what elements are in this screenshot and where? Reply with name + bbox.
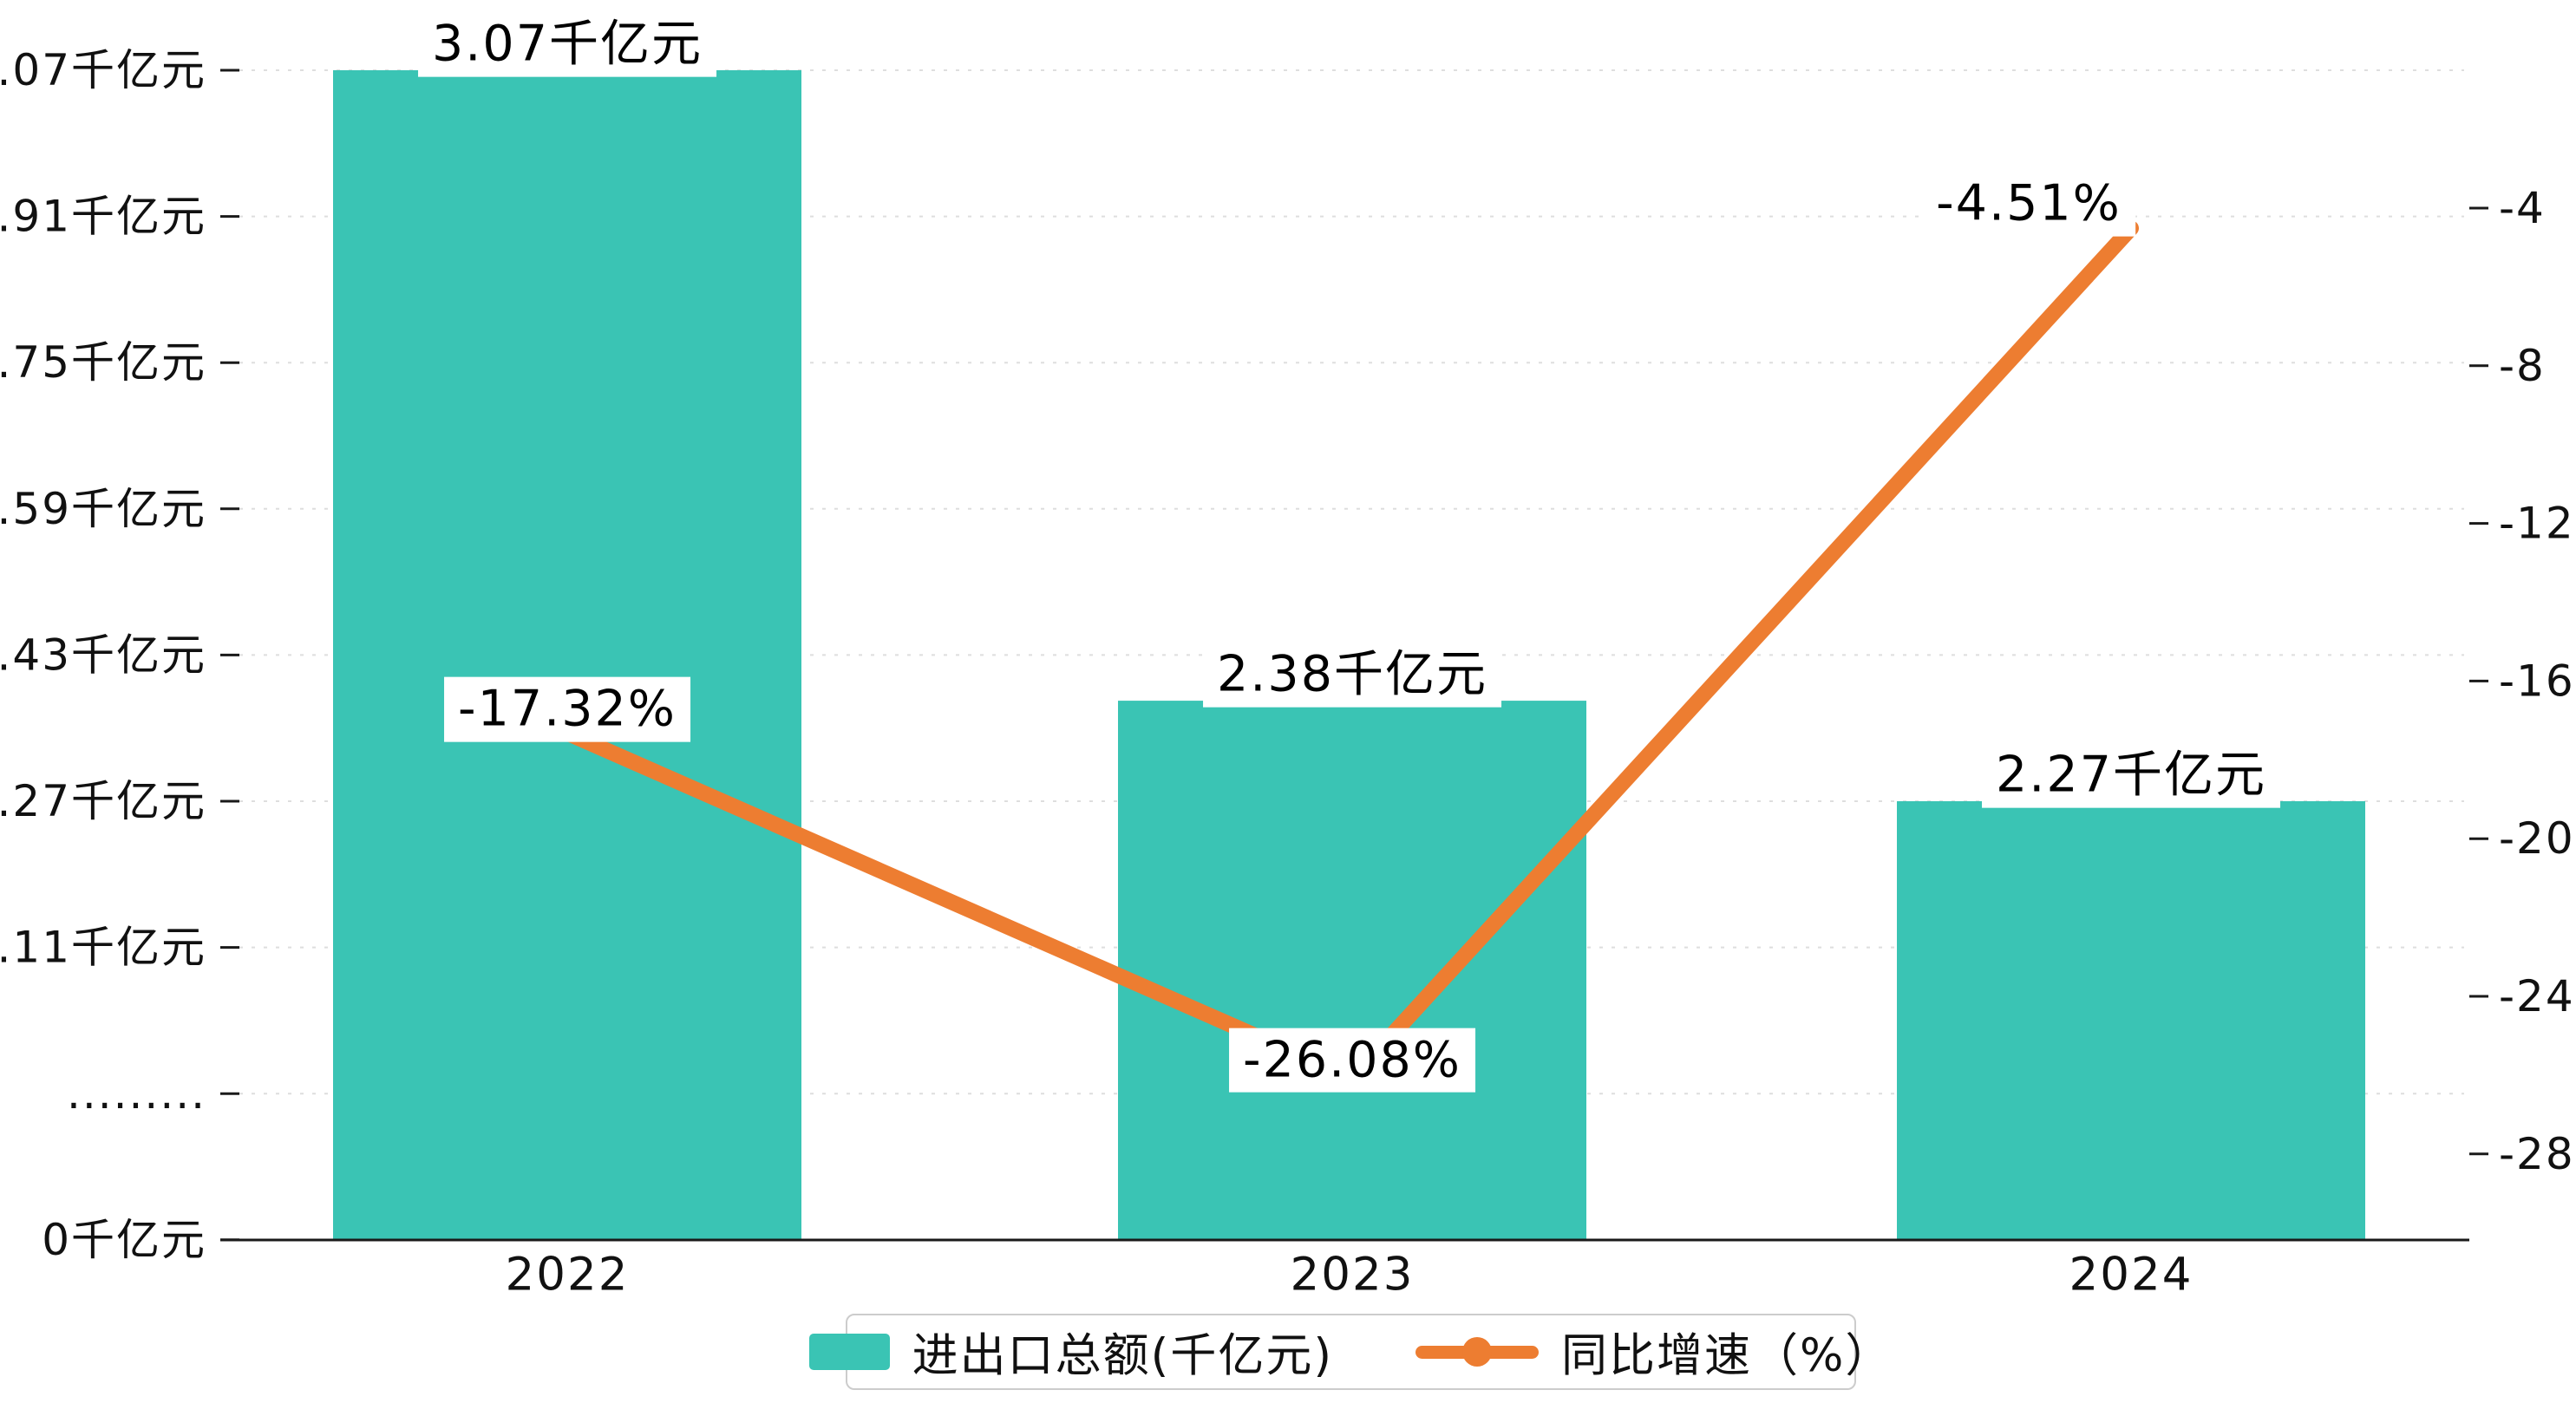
right-axis-tick-label: -24 — [2499, 971, 2575, 1021]
bar-2024 — [1897, 801, 2365, 1240]
line-series-swatch — [1415, 1337, 1539, 1367]
right-axis-tick-label: -16 — [2499, 656, 2575, 706]
legend-item-line: 同比增速（%） — [1415, 1319, 1893, 1385]
left-axis-tick-label: 2.75千亿元 — [0, 337, 206, 388]
left-axis-tick-label: 2.27千亿元 — [0, 776, 206, 826]
left-axis-tick-label: ......... — [67, 1068, 206, 1119]
left-axis-tick-label: 2.11千亿元 — [0, 923, 206, 973]
legend: 进出口总额(千亿元) 同比增速（%） — [808, 1314, 1891, 1390]
right-axis-tick-label: -8 — [2499, 341, 2546, 391]
legend-label-line: 同比增速（%） — [1561, 1329, 1893, 1382]
left-axis-tick-label: 3.07千亿元 — [0, 45, 206, 95]
left-axis-tick-label: 2.43千亿元 — [0, 630, 206, 680]
right-axis-tick-label: -28 — [2499, 1129, 2575, 1179]
right-axis-tick-label: -4 — [2499, 183, 2546, 233]
bar-2023 — [1118, 701, 1586, 1240]
bar-2022 — [333, 70, 801, 1240]
bar-series-swatch — [808, 1334, 890, 1370]
left-axis-tick-label: 0千亿元 — [42, 1215, 206, 1265]
legend-label-bar: 进出口总额(千亿元) — [912, 1329, 1333, 1382]
right-axis-tick-label: -12 — [2499, 499, 2575, 549]
left-axis-tick-label: 2.91千亿元 — [0, 192, 206, 242]
right-axis-tick-label: -20 — [2499, 813, 2575, 864]
legend-item-bar: 进出口总额(千亿元) — [808, 1319, 1333, 1385]
left-axis-tick-label: 2.59千亿元 — [0, 484, 206, 534]
line-series-dot-icon — [1462, 1337, 1492, 1367]
